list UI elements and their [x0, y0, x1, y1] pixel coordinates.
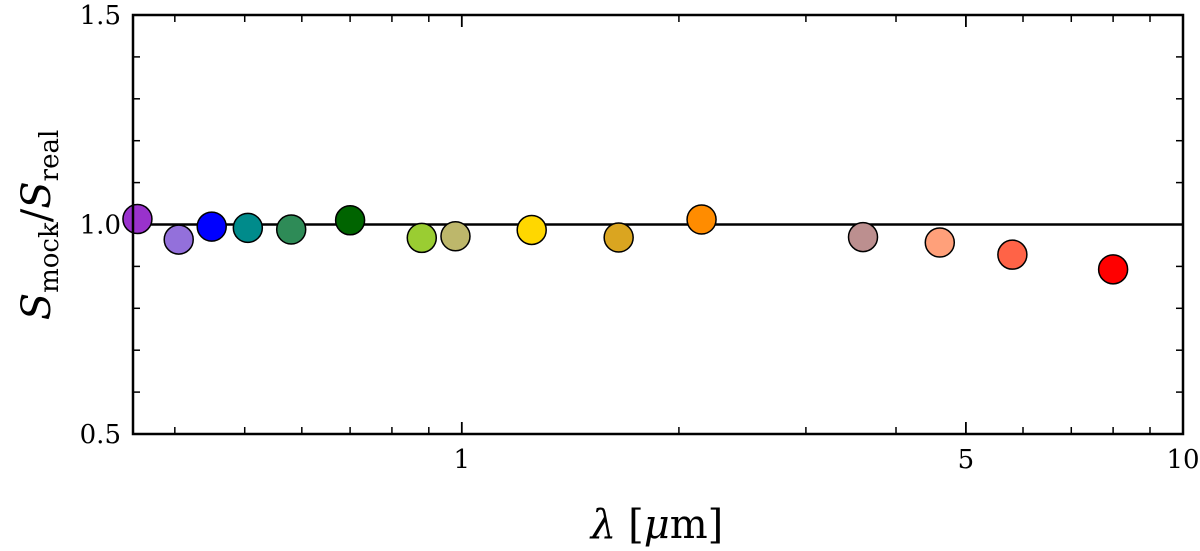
data-point [122, 203, 153, 235]
plot-frame [131, 13, 1185, 436]
y-axis-label: Smock/Sreal [14, 130, 65, 321]
y-axis-label-slash: / [14, 208, 60, 222]
x-axis-label: λ [μm] [589, 502, 724, 548]
data-point [997, 239, 1028, 270]
data-point [686, 204, 717, 235]
x-axis-label-unit-mu: μ [644, 502, 670, 548]
y-axis-label-num-sub: mock [35, 222, 65, 293]
x-axis-label-unit-open: [ [628, 502, 644, 548]
y-axis-label-den: S [14, 181, 60, 208]
data-point [603, 222, 634, 253]
x-tick-label: 10 [1166, 445, 1199, 475]
data-point [163, 224, 194, 255]
y-axis-label-group: Smock/Sreal [14, 130, 65, 321]
y-tick-label: 1.0 [80, 211, 121, 241]
data-point [196, 211, 227, 242]
points-layer [122, 203, 1129, 285]
data-point [275, 214, 307, 245]
data-point [232, 212, 264, 244]
data-point [440, 220, 471, 252]
x-tick-label: 1 [454, 445, 471, 475]
data-point [406, 222, 438, 254]
y-tick-label: 0.5 [80, 420, 121, 450]
data-point [924, 227, 956, 258]
x-tick-label: 5 [958, 445, 975, 475]
data-point [1097, 254, 1129, 285]
x-axis-label-symbol: λ [589, 502, 616, 548]
data-point [516, 214, 547, 246]
data-point [847, 221, 879, 253]
data-point [334, 205, 366, 236]
x-axis-label-unit-rest: m] [670, 502, 724, 548]
y-tick-label: 1.5 [80, 1, 121, 31]
y-axis-label-num: S [14, 293, 60, 320]
tick-labels-layer: 1 5 10 0.5 1.0 1.5 [80, 1, 1200, 475]
y-axis-label-den-sub: real [35, 130, 65, 182]
